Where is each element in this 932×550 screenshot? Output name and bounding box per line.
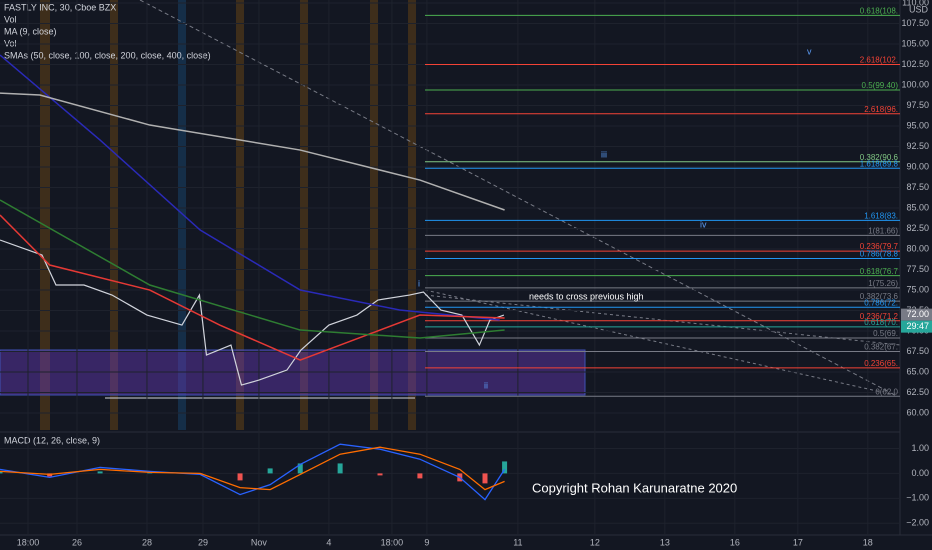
fib-label: 0.236(79.7 bbox=[860, 242, 899, 251]
macd-histogram-bar bbox=[237, 473, 243, 481]
y-tick-label: 67.50 bbox=[906, 346, 929, 356]
symbol-title: FASTLY INC, 30, Cboe BZX bbox=[4, 2, 116, 12]
indicator-label: Vol bbox=[4, 38, 17, 48]
y-tick-label: 97.50 bbox=[906, 100, 929, 110]
wave-label: iv bbox=[700, 219, 707, 229]
y-tick-label: 62.50 bbox=[906, 387, 929, 397]
y-tick-label: −1.00 bbox=[906, 493, 929, 503]
y-tick-label: 95.00 bbox=[906, 120, 929, 130]
fib-label: 1.618(83. bbox=[864, 211, 898, 220]
y-tick-label: 102.50 bbox=[901, 59, 929, 69]
y-tick-label: 65.00 bbox=[906, 366, 929, 376]
macd-line bbox=[0, 446, 505, 491]
y-tick-label: 107.50 bbox=[901, 18, 929, 28]
fib-label: 0.236(65. bbox=[864, 359, 898, 368]
macd-histogram-bar bbox=[0, 471, 3, 474]
x-tick-label: 9 bbox=[424, 537, 429, 547]
last-price-tag bbox=[901, 308, 932, 321]
fib-label: 1(81.66) bbox=[868, 227, 898, 236]
annotation-text: needs to cross previous high bbox=[529, 291, 644, 301]
x-tick-label: 28 bbox=[142, 537, 152, 547]
fib-label: 0.236(71.2 bbox=[860, 312, 899, 321]
fib-label: 0.618(70. bbox=[864, 318, 898, 327]
trend-line bbox=[139, 0, 896, 396]
macd-histogram-bar bbox=[297, 463, 303, 474]
y-tick-label: 1.00 bbox=[911, 443, 929, 453]
indicator-label: Vol bbox=[4, 14, 17, 24]
x-tick-label: 18:00 bbox=[381, 537, 404, 547]
y-tick-label: 85.00 bbox=[906, 202, 929, 212]
last-price-label: 72.00 bbox=[906, 309, 929, 319]
macd-histogram-bar bbox=[337, 463, 343, 474]
fib-label: 0.618(76.7 bbox=[860, 267, 899, 276]
x-tick-label: 26 bbox=[72, 537, 82, 547]
currency: USD bbox=[909, 4, 929, 14]
fib-label: 2.618(96. bbox=[864, 105, 898, 114]
macd-histogram-bar bbox=[502, 461, 508, 474]
macd-title: MACD (12, 26, close, 9) bbox=[4, 435, 100, 445]
macd-line bbox=[0, 443, 506, 501]
moving-average bbox=[0, 54, 500, 321]
y-tick-label: 92.50 bbox=[906, 141, 929, 151]
session-bands bbox=[40, 0, 416, 430]
countdown-tag bbox=[901, 320, 932, 333]
x-tick-label: 4 bbox=[326, 537, 331, 547]
fib-label: 0.5(99.40) bbox=[862, 81, 899, 90]
y-tick-label: 60.00 bbox=[906, 407, 929, 417]
x-tick-label: 29 bbox=[198, 537, 208, 547]
y-tick-label: 77.50 bbox=[906, 264, 929, 274]
wave-label: ii bbox=[484, 380, 488, 390]
x-tick-label: 18:00 bbox=[17, 537, 40, 547]
fib-label: 1.618(89.8 bbox=[860, 159, 899, 168]
y-tick-label: 87.50 bbox=[906, 182, 929, 192]
fib-label: 1(75.26) bbox=[868, 279, 898, 288]
y-tick-label: 90.00 bbox=[906, 161, 929, 171]
fib-label: 0.382(90.6 bbox=[860, 153, 899, 162]
macd-histogram-bar bbox=[377, 473, 383, 476]
fib-label: 0.382(73.6 bbox=[860, 292, 899, 301]
fib-label: 0.5(69. bbox=[873, 329, 898, 338]
y-tick-label: 75.00 bbox=[906, 284, 929, 294]
y-tick-label: 110.00 bbox=[902, 0, 929, 7]
fib-label: 0.382(67. bbox=[864, 343, 898, 352]
indicator-label: MA (9, close) bbox=[4, 26, 57, 36]
x-tick-label: 12 bbox=[590, 537, 600, 547]
x-tick-label: 17 bbox=[793, 537, 803, 547]
moving-average bbox=[0, 214, 505, 361]
y-tick-label: 0.00 bbox=[911, 468, 929, 478]
macd-histogram-bar bbox=[97, 471, 103, 474]
macd-histogram-bar bbox=[417, 473, 423, 479]
moving-average bbox=[0, 199, 505, 339]
y-tick-label: 105.00 bbox=[901, 38, 929, 48]
macd-histogram-bar bbox=[267, 468, 273, 474]
fib-label: 0.786(78.8 bbox=[860, 250, 899, 259]
y-tick-label: −2.00 bbox=[906, 518, 929, 528]
fib-label: 0.786(72. bbox=[864, 298, 898, 307]
y-tick-label: 82.50 bbox=[906, 223, 929, 233]
price-line bbox=[0, 239, 505, 386]
macd-histogram-bar bbox=[482, 473, 488, 484]
indicator-label: SMAs (50, close, 100, close, 200, close,… bbox=[4, 50, 211, 60]
annotation-text: Copyright Rohan Karunaratne 2020 bbox=[532, 480, 737, 495]
wave-label: v bbox=[807, 46, 812, 56]
wave-label: i bbox=[418, 278, 420, 288]
fib-label: 2.618(102. bbox=[860, 56, 898, 65]
wave-label: iii bbox=[601, 149, 607, 159]
y-tick-label: 100.00 bbox=[901, 79, 929, 89]
fib-label: 0(62.0 bbox=[875, 387, 898, 396]
x-tick-label: 13 bbox=[660, 537, 670, 547]
fib-label: 0.618(108. bbox=[860, 6, 898, 15]
x-tick-label: 11 bbox=[513, 537, 522, 547]
moving-average bbox=[0, 92, 505, 211]
trend-line bbox=[424, 294, 901, 346]
countdown-label: 29:47 bbox=[906, 321, 929, 331]
x-tick-label: Nov bbox=[251, 537, 268, 547]
y-tick-label: 80.00 bbox=[906, 243, 929, 253]
x-tick-label: 16 bbox=[730, 537, 740, 547]
x-tick-label: 18 bbox=[863, 537, 873, 547]
